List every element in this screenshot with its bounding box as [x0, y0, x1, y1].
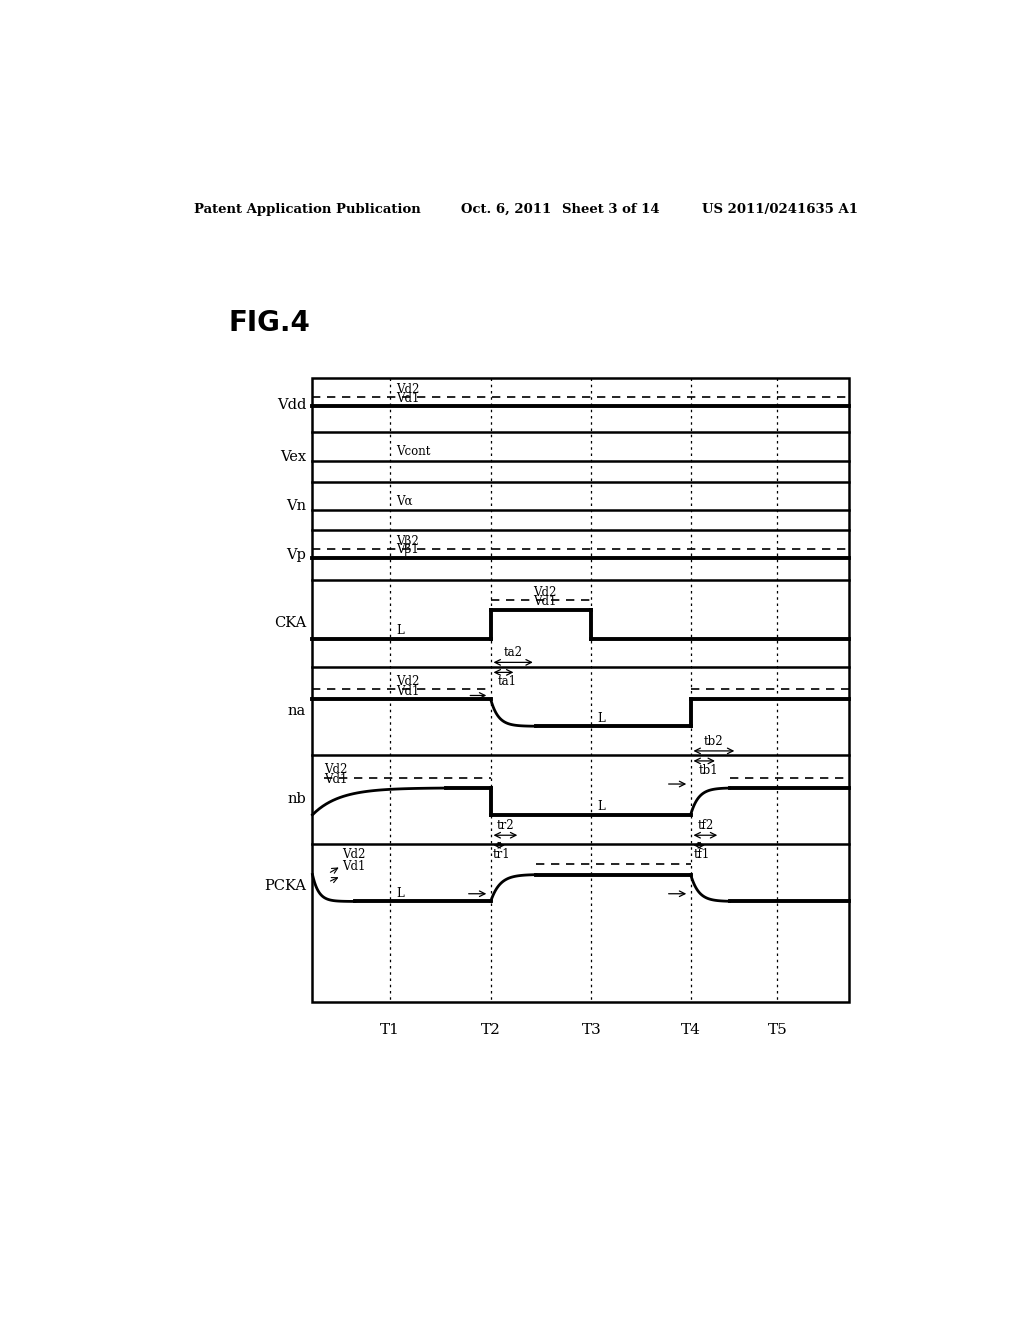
Text: Oct. 6, 2011: Oct. 6, 2011	[461, 203, 552, 216]
Text: tb1: tb1	[698, 764, 718, 777]
Text: L: L	[598, 711, 605, 725]
Text: T4: T4	[681, 1023, 700, 1038]
Text: Vcont: Vcont	[396, 445, 430, 458]
Text: tr2: tr2	[497, 820, 514, 832]
Text: Vd2: Vd2	[396, 383, 420, 396]
Bar	[312, 378, 849, 1002]
Text: Vn: Vn	[286, 499, 306, 513]
Text: Sheet 3 of 14: Sheet 3 of 14	[562, 203, 659, 216]
Text: Vd1: Vd1	[396, 685, 420, 698]
Text: L: L	[396, 624, 403, 638]
Text: Vβ1: Vβ1	[396, 543, 419, 556]
Text: Vα: Vα	[396, 495, 413, 508]
Text: tr1: tr1	[493, 849, 510, 862]
Text: T2: T2	[480, 1023, 501, 1038]
Text: ta2: ta2	[504, 647, 522, 659]
Text: tf1: tf1	[693, 849, 710, 862]
Text: Vd1: Vd1	[324, 774, 347, 787]
Text: FIG.4: FIG.4	[228, 309, 310, 337]
Text: L: L	[396, 887, 403, 900]
Text: Vd1: Vd1	[396, 392, 420, 405]
Text: tb2: tb2	[705, 735, 724, 748]
Text: CKA: CKA	[274, 616, 306, 631]
Text: ta1: ta1	[498, 676, 517, 689]
Text: T5: T5	[768, 1023, 787, 1038]
Text: Vp: Vp	[287, 548, 306, 562]
Text: Vdd: Vdd	[276, 397, 306, 412]
Text: Vβ2: Vβ2	[396, 535, 419, 548]
Text: US 2011/0241635 A1: US 2011/0241635 A1	[701, 203, 857, 216]
Text: L: L	[598, 800, 605, 813]
Text: tf2: tf2	[697, 820, 714, 832]
Text: T3: T3	[582, 1023, 601, 1038]
Text: Vd2: Vd2	[396, 675, 420, 688]
Text: Vd2: Vd2	[324, 763, 347, 776]
Text: Vex: Vex	[281, 450, 306, 463]
Text: T1: T1	[380, 1023, 400, 1038]
Text: nb: nb	[288, 792, 306, 807]
Text: PCKA: PCKA	[264, 879, 306, 894]
Text: na: na	[288, 704, 306, 718]
Text: Vd2: Vd2	[534, 586, 557, 599]
Text: Vd1: Vd1	[534, 595, 557, 609]
Text: Vd1: Vd1	[342, 859, 366, 873]
Text: Vd2: Vd2	[342, 847, 366, 861]
Text: Patent Application Publication: Patent Application Publication	[194, 203, 421, 216]
